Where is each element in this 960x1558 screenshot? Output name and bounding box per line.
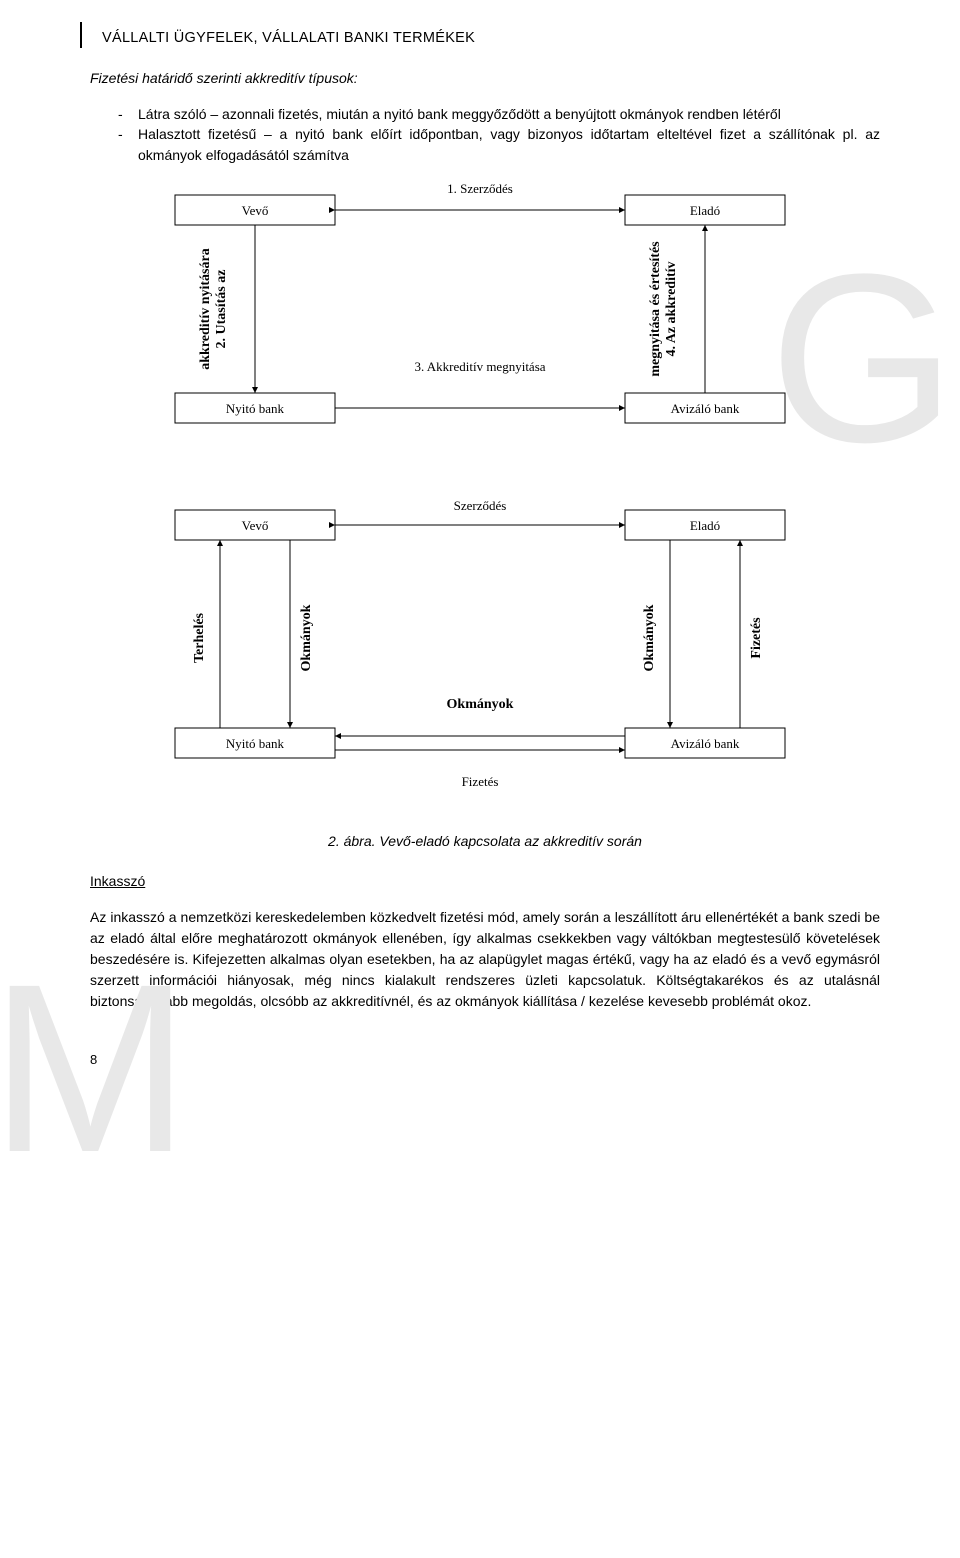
right-a: Okmányok — [642, 604, 657, 671]
flowchart-2: Vevő Eladó Nyitó bank Avizáló bank Szerz… — [115, 498, 855, 808]
box-elado: Eladó — [690, 203, 720, 218]
box-avizalo: Avizáló bank — [671, 401, 740, 416]
label-right-a: 4. Az akkreditív — [664, 261, 679, 356]
bullet-list: - Látra szóló – azonnali fizetés, miután… — [118, 104, 880, 165]
right-b: Fizetés — [749, 617, 764, 659]
figure-caption: 2. ábra. Vevő-eladó kapcsolata az akkred… — [90, 833, 880, 849]
bullet-dash: - — [118, 124, 138, 165]
flowchart-1: Vevő Eladó Nyitó bank Avizáló bank 1. Sz… — [115, 183, 855, 443]
bullet-item: Látra szóló – azonnali fizetés, miután a… — [138, 104, 781, 124]
left-a: Terhelés — [192, 612, 207, 663]
label-mid2: Okmányok — [447, 697, 514, 712]
section-heading: Inkasszó — [90, 873, 880, 889]
left-b: Okmányok — [299, 604, 314, 671]
label-left-b: akkreditív nyitására — [198, 248, 213, 369]
diagram-2: Vevő Eladó Nyitó bank Avizáló bank Szerz… — [115, 498, 855, 813]
header-vertical-bar — [80, 22, 82, 48]
label-top2: Szerződés — [454, 498, 507, 513]
bullet-item: Halasztott fizetésű – a nyitó bank előír… — [138, 124, 880, 165]
page-number: 8 — [90, 1052, 880, 1067]
label-left-a: 2. Utasítás az — [214, 269, 229, 348]
box-nyito: Nyitó bank — [226, 736, 285, 751]
body-paragraph: Az inkasszó a nemzetközi kereskedelemben… — [90, 907, 880, 1012]
box-nyito: Nyitó bank — [226, 401, 285, 416]
label-top: 1. Szerződés — [447, 183, 513, 196]
box-elado: Eladó — [690, 518, 720, 533]
box-vevo: Vevő — [242, 203, 269, 218]
box-vevo: Vevő — [242, 518, 269, 533]
label-mid: 3. Akkreditív megnyitása — [414, 359, 545, 374]
box-avizalo: Avizáló bank — [671, 736, 740, 751]
diagram-1: Vevő Eladó Nyitó bank Avizáló bank 1. Sz… — [115, 183, 855, 448]
bullet-dash: - — [118, 104, 138, 124]
label-bottom2: Fizetés — [462, 774, 499, 789]
subtitle: Fizetési határidő szerinti akkreditív tí… — [90, 70, 880, 86]
label-right-b: megnyitása és értesítés — [648, 241, 663, 377]
page-header: VÁLLALTI ÜGYFELEK, VÁLLALATI BANKI TERMÉ… — [102, 30, 880, 46]
